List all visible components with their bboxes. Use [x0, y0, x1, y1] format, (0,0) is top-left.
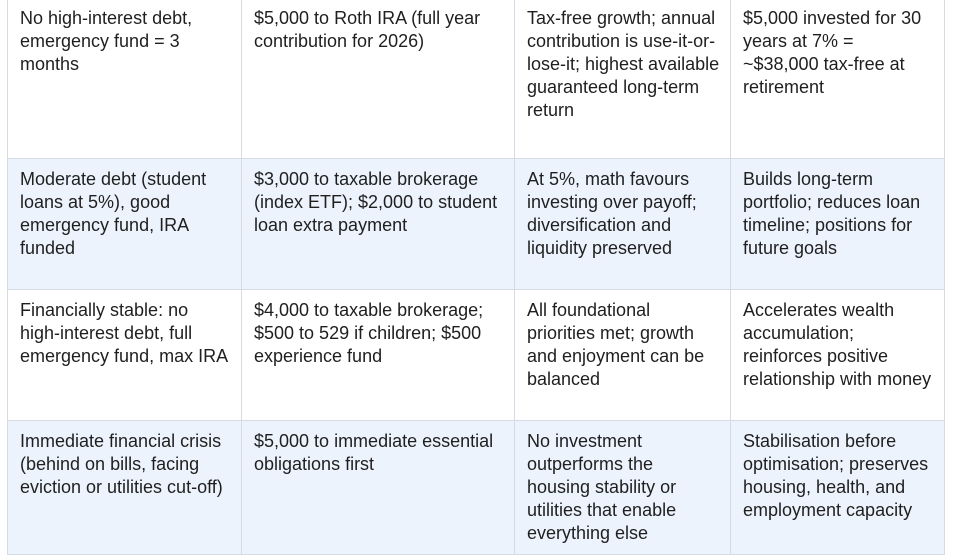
rationale-cell: Tax-free growth; annual contribution is …: [514, 0, 731, 159]
rationale-cell: All foundational priorities met; growth …: [514, 289, 731, 421]
situation-cell: Moderate debt (student loans at 5%), goo…: [7, 158, 242, 290]
recommendation-table: No high-interest debt, emergency fund = …: [7, 0, 945, 555]
recommendation-table-container: No high-interest debt, emergency fund = …: [7, 0, 945, 555]
rationale-cell: At 5%, math favours investing over payof…: [514, 158, 731, 290]
table-row: No high-interest debt, emergency fund = …: [7, 0, 945, 159]
allocation-cell: $5,000 to Roth IRA (full year contributi…: [241, 0, 515, 159]
table-row: Financially stable: no high-interest deb…: [7, 289, 945, 421]
rationale-cell: No investment outperforms the housing st…: [514, 420, 731, 555]
allocation-cell: $4,000 to taxable brokerage; $500 to 529…: [241, 289, 515, 421]
table-row: Moderate debt (student loans at 5%), goo…: [7, 158, 945, 290]
outcome-cell: $5,000 invested for 30 years at 7% = ~$3…: [730, 0, 945, 159]
situation-cell: No high-interest debt, emergency fund = …: [7, 0, 242, 159]
allocation-cell: $5,000 to immediate essential obligation…: [241, 420, 515, 555]
outcome-cell: Stabilisation before optimisation; prese…: [730, 420, 945, 555]
allocation-cell: $3,000 to taxable brokerage (index ETF);…: [241, 158, 515, 290]
situation-cell: Financially stable: no high-interest deb…: [7, 289, 242, 421]
outcome-cell: Accelerates wealth accumulation; reinfor…: [730, 289, 945, 421]
outcome-cell: Builds long-term portfolio; reduces loan…: [730, 158, 945, 290]
situation-cell: Immediate financial crisis (behind on bi…: [7, 420, 242, 555]
table-row: Immediate financial crisis (behind on bi…: [7, 420, 945, 555]
